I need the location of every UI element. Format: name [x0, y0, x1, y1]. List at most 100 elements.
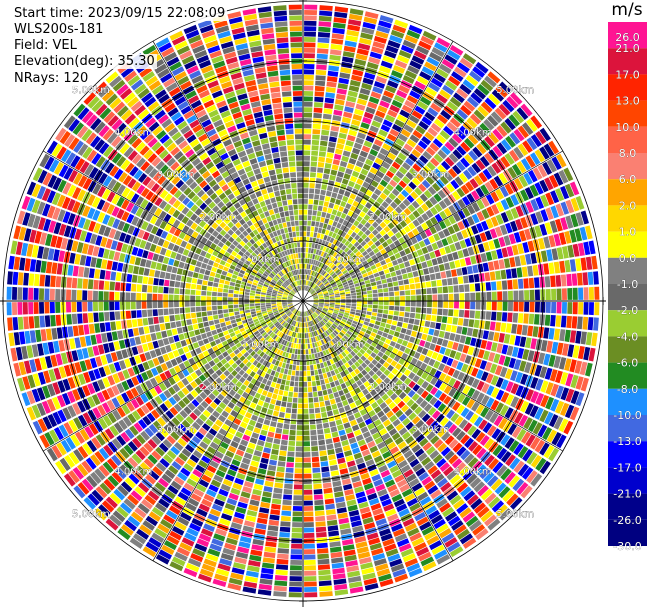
- velocity-cell: [197, 352, 205, 360]
- velocity-cell: [350, 442, 359, 450]
- velocity-cell: [231, 567, 245, 575]
- velocity-cell: [321, 211, 327, 218]
- velocity-cell: [367, 377, 375, 385]
- velocity-cell: [163, 379, 172, 389]
- velocity-cell: [462, 537, 477, 549]
- velocity-cell: [352, 114, 363, 121]
- velocity-cell: [306, 310, 310, 316]
- velocity-cell: [493, 332, 500, 342]
- velocity-cell: [548, 328, 555, 340]
- velocity-cell: [82, 313, 89, 324]
- velocity-cell: [363, 111, 374, 120]
- velocity-cell: [184, 295, 190, 301]
- velocity-cell: [293, 315, 297, 321]
- velocity-cell: [250, 494, 261, 501]
- velocity-cell: [341, 155, 349, 163]
- velocity-cell: [87, 493, 100, 506]
- velocity-cell: [416, 301, 422, 307]
- velocity-cell: [206, 405, 215, 414]
- velocity-cell: [255, 296, 260, 299]
- velocity-cell: [378, 129, 388, 138]
- velocity-cell: [319, 314, 324, 319]
- velocity-cell: [260, 296, 266, 299]
- velocity-cell: [226, 324, 233, 330]
- velocity-cell: [377, 284, 383, 289]
- velocity-cell: [303, 435, 310, 441]
- velocity-cell: [436, 256, 444, 265]
- velocity-cell: [272, 410, 279, 417]
- velocity-cell: [303, 80, 314, 86]
- velocity-cell: [353, 429, 362, 437]
- velocity-cell: [403, 207, 412, 216]
- velocity-cell: [524, 402, 534, 415]
- velocity-cell: [190, 372, 198, 380]
- velocity-cell: [411, 177, 421, 186]
- velocity-cell: [178, 362, 186, 371]
- velocity-cell: [261, 292, 266, 295]
- velocity-cell: [224, 317, 230, 322]
- velocity-cell: [157, 355, 165, 364]
- velocity-cell: [357, 263, 364, 269]
- velocity-cell: [255, 422, 263, 429]
- velocity-cell: [202, 409, 211, 418]
- velocity-cell: [558, 169, 569, 184]
- velocity-cell: [289, 313, 294, 318]
- velocity-cell: [318, 156, 326, 163]
- velocity-cell: [441, 238, 449, 247]
- velocity-cell: [405, 435, 415, 445]
- velocity-cell: [433, 329, 440, 337]
- velocity-cell: [414, 406, 423, 415]
- velocity-cell: [315, 418, 322, 424]
- velocity-cell: [114, 291, 120, 301]
- velocity-cell: [61, 392, 71, 406]
- velocity-cell: [351, 274, 357, 279]
- velocity-cell: [87, 312, 94, 323]
- velocity-cell: [111, 454, 122, 467]
- velocity-cell: [316, 288, 321, 293]
- velocity-cell: [271, 292, 277, 296]
- velocity-cell: [419, 496, 432, 506]
- velocity-cell: [389, 296, 395, 301]
- velocity-cell: [272, 376, 278, 383]
- velocity-cell: [294, 479, 303, 484]
- velocity-cell: [92, 381, 101, 393]
- velocity-cell: [77, 373, 86, 385]
- velocity-cell: [414, 187, 423, 196]
- velocity-cell: [439, 417, 449, 427]
- velocity-cell: [418, 551, 432, 562]
- velocity-cell: [503, 356, 511, 367]
- velocity-cell: [298, 398, 303, 403]
- velocity-cell: [435, 179, 445, 189]
- velocity-cell: [399, 345, 406, 352]
- velocity-cell: [462, 511, 476, 523]
- velocity-cell: [500, 451, 512, 463]
- velocity-cell: [210, 352, 217, 360]
- velocity-cell: [346, 163, 355, 170]
- velocity-cell: [491, 204, 500, 215]
- velocity-cell: [389, 128, 400, 137]
- velocity-cell: [384, 437, 394, 446]
- velocity-cell: [468, 319, 475, 328]
- velocity-cell: [416, 295, 422, 301]
- velocity-cell: [140, 393, 149, 403]
- velocity-cell: [97, 379, 106, 390]
- velocity-cell: [230, 487, 241, 496]
- velocity-cell: [418, 120, 429, 131]
- velocity-cell: [65, 436, 76, 450]
- velocity-cell: [96, 391, 106, 403]
- velocity-cell: [270, 370, 276, 376]
- velocity-cell: [253, 353, 259, 360]
- velocity-cell: [211, 296, 217, 301]
- velocity-cell: [398, 459, 408, 469]
- velocity-cell: [295, 446, 303, 452]
- velocity-cell: [100, 354, 108, 366]
- velocity-cell: [314, 510, 325, 517]
- velocity-cell: [492, 461, 504, 474]
- velocity-cell: [42, 342, 50, 355]
- velocity-cell: [26, 406, 37, 421]
- velocity-cell: [329, 237, 335, 244]
- velocity-cell: [204, 396, 213, 405]
- velocity-cell: [211, 305, 217, 311]
- velocity-cell: [494, 482, 507, 495]
- velocity-cell: [195, 395, 204, 404]
